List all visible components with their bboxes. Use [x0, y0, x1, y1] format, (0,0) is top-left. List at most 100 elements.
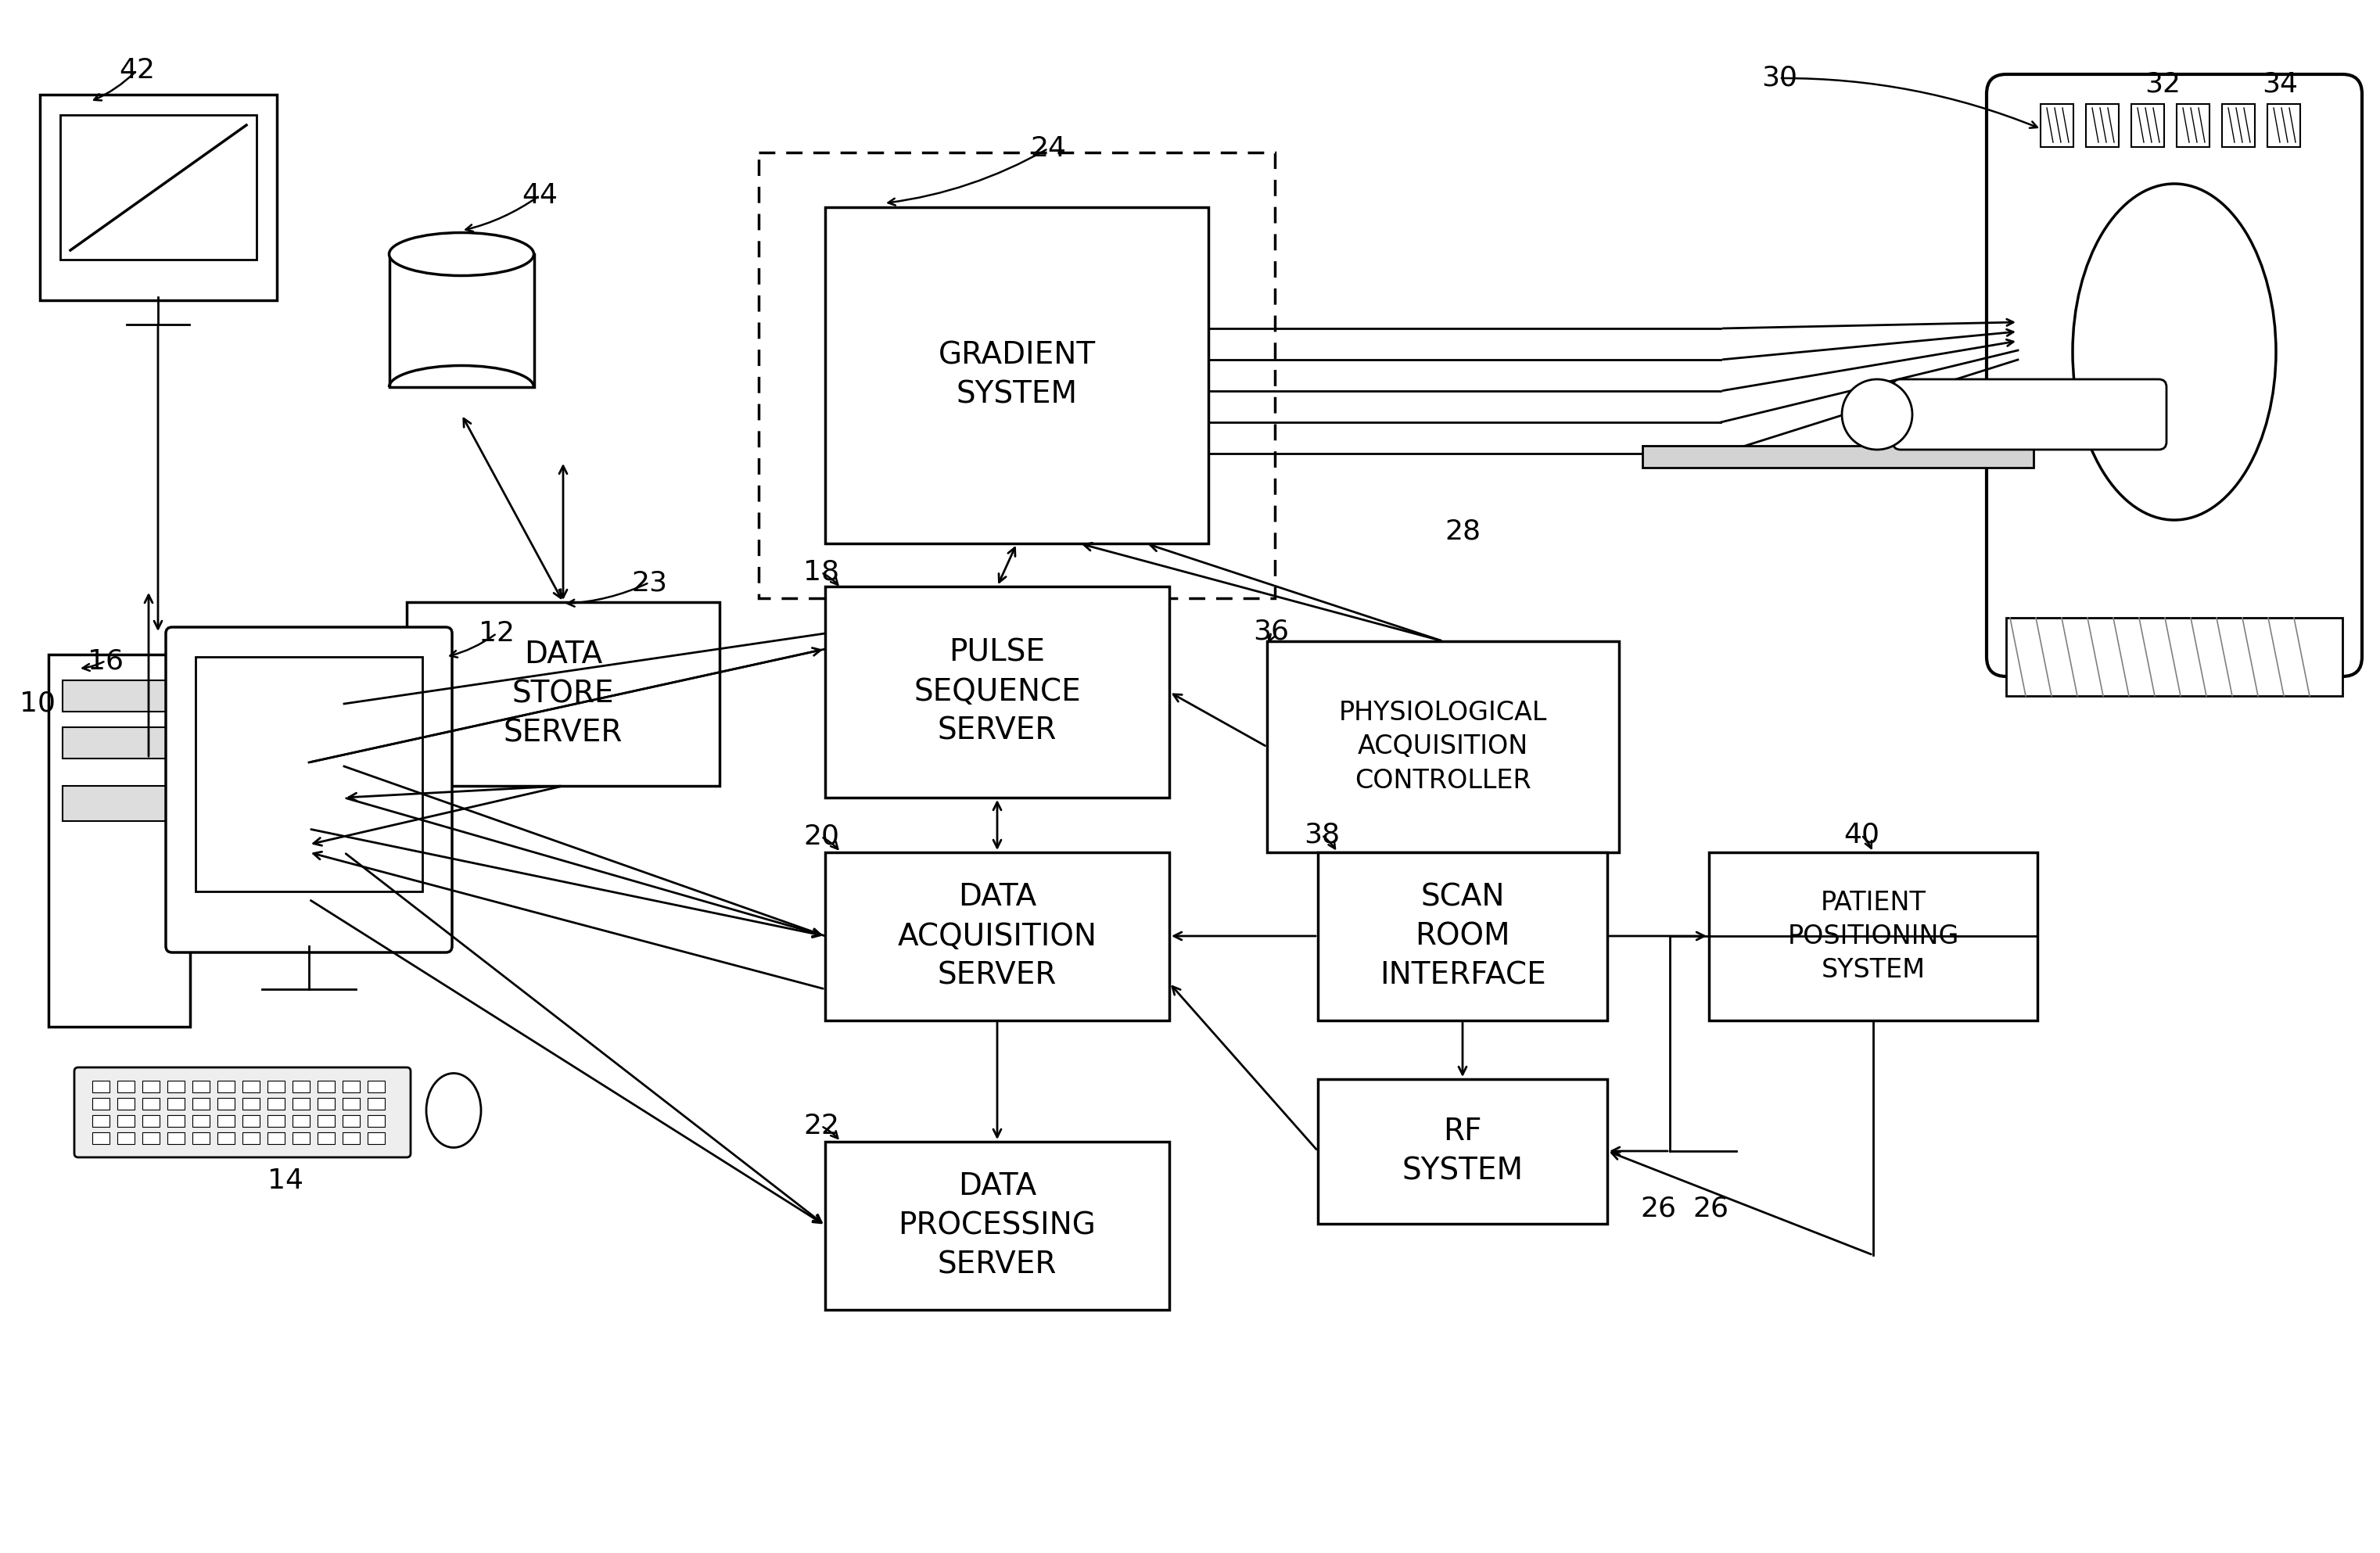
Text: 26: 26 [1692, 1194, 1728, 1222]
Bar [343, 1132, 359, 1145]
Text: DATA
ACQUISITION
SERVER: DATA ACQUISITION SERVER [897, 882, 1097, 991]
Ellipse shape [2073, 183, 2275, 520]
Bar [217, 1132, 236, 1145]
Bar [93, 1081, 109, 1092]
Bar [367, 1098, 386, 1110]
Bar [317, 1081, 336, 1092]
Bar [826, 587, 1169, 798]
Text: 24: 24 [1031, 135, 1066, 162]
Text: 32: 32 [2144, 71, 2180, 98]
Bar [2268, 104, 2299, 148]
Bar [167, 1132, 186, 1145]
Bar [93, 1098, 109, 1110]
Bar [167, 1081, 186, 1092]
Bar [407, 603, 719, 786]
Bar [267, 1081, 286, 1092]
Text: PATIENT
POSITIONING
SYSTEM: PATIENT POSITIONING SYSTEM [1787, 890, 1959, 983]
Bar [367, 1081, 386, 1092]
Bar [193, 1098, 209, 1110]
Bar [143, 1081, 159, 1092]
FancyBboxPatch shape [40, 95, 276, 300]
Bar [267, 1115, 286, 1127]
Bar [62, 680, 176, 711]
Bar [143, 1115, 159, 1127]
Bar [293, 1098, 309, 1110]
Bar [195, 657, 421, 891]
Bar [2178, 104, 2209, 148]
Text: DATA
PROCESSING
SERVER: DATA PROCESSING SERVER [897, 1173, 1097, 1280]
Bar [343, 1115, 359, 1127]
Text: 28: 28 [1445, 519, 1480, 545]
Bar [2006, 618, 2342, 696]
Text: 18: 18 [802, 559, 840, 585]
Ellipse shape [426, 1073, 481, 1148]
Bar [759, 152, 1276, 598]
FancyBboxPatch shape [1892, 379, 2166, 450]
Bar [1319, 853, 1606, 1020]
Bar [60, 115, 257, 259]
Bar [193, 1115, 209, 1127]
Bar [243, 1081, 259, 1092]
Bar [826, 1141, 1169, 1309]
Bar [217, 1081, 236, 1092]
Bar [193, 1132, 209, 1145]
Circle shape [1842, 379, 1911, 450]
Bar [1319, 1079, 1606, 1224]
Text: RF
SYSTEM: RF SYSTEM [1402, 1117, 1523, 1186]
Bar [826, 207, 1209, 544]
Bar [62, 727, 176, 758]
Bar [267, 1132, 286, 1145]
Text: 22: 22 [802, 1114, 840, 1140]
Ellipse shape [388, 233, 533, 275]
FancyBboxPatch shape [1987, 75, 2361, 677]
FancyBboxPatch shape [48, 654, 190, 1027]
Bar [93, 1115, 109, 1127]
Text: PHYSIOLOGICAL
ACQUISITION
CONTROLLER: PHYSIOLOGICAL ACQUISITION CONTROLLER [1340, 700, 1547, 794]
Text: DATA
STORE
SERVER: DATA STORE SERVER [505, 640, 624, 749]
Bar [267, 1098, 286, 1110]
FancyBboxPatch shape [167, 627, 452, 952]
Bar [2085, 104, 2118, 148]
Bar [1709, 853, 2037, 1020]
Bar [317, 1115, 336, 1127]
Bar [62, 786, 176, 822]
Bar [93, 1132, 109, 1145]
Bar [143, 1132, 159, 1145]
Bar [293, 1115, 309, 1127]
Bar [167, 1098, 186, 1110]
Text: PULSE
SEQUENCE
SERVER: PULSE SEQUENCE SERVER [914, 638, 1081, 745]
Bar [217, 1115, 236, 1127]
Bar [2040, 104, 2073, 148]
Bar [217, 1098, 236, 1110]
Text: 30: 30 [1761, 65, 1797, 92]
Bar [117, 1132, 136, 1145]
Bar [243, 1098, 259, 1110]
Bar [293, 1081, 309, 1092]
Text: 42: 42 [119, 57, 155, 84]
Text: 16: 16 [88, 648, 124, 674]
Text: 34: 34 [2261, 71, 2297, 98]
Text: 12: 12 [478, 620, 514, 646]
Bar [243, 1132, 259, 1145]
Text: 14: 14 [267, 1168, 305, 1194]
Bar [2130, 104, 2163, 148]
Bar [826, 853, 1169, 1020]
Text: 44: 44 [521, 182, 557, 208]
Bar [193, 1081, 209, 1092]
FancyBboxPatch shape [74, 1067, 412, 1157]
Text: GRADIENT
SYSTEM: GRADIENT SYSTEM [938, 342, 1095, 410]
Bar [2223, 104, 2254, 148]
Bar [293, 1132, 309, 1145]
Text: SCAN
ROOM
INTERFACE: SCAN ROOM INTERFACE [1380, 882, 1545, 991]
Bar [390, 255, 533, 387]
Bar [343, 1081, 359, 1092]
Bar [117, 1098, 136, 1110]
Bar [117, 1115, 136, 1127]
Bar [1642, 446, 2033, 467]
Text: 40: 40 [1844, 822, 1880, 848]
Text: 36: 36 [1252, 618, 1290, 644]
Text: 26: 26 [1640, 1194, 1676, 1222]
Bar [317, 1132, 336, 1145]
Bar [1266, 641, 1618, 853]
Bar [317, 1098, 336, 1110]
